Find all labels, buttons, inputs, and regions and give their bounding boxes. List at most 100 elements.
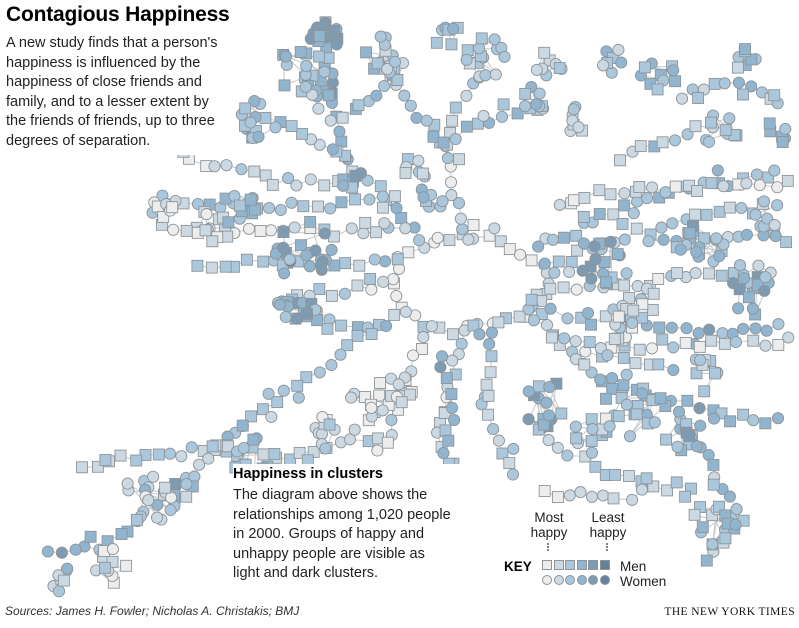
network-node-man bbox=[446, 328, 459, 341]
network-node-woman bbox=[672, 405, 686, 418]
network-node-man bbox=[325, 289, 338, 302]
key-men-label: Men bbox=[620, 559, 647, 574]
network-node-man bbox=[781, 174, 794, 187]
network-node-woman bbox=[760, 324, 773, 337]
network-node-woman bbox=[343, 433, 357, 446]
network-node-woman bbox=[325, 358, 338, 372]
network-node-man bbox=[497, 98, 510, 111]
network-node-man bbox=[646, 303, 659, 316]
network-node-woman bbox=[449, 132, 462, 146]
network-node-man bbox=[353, 259, 366, 272]
network-node-man bbox=[618, 279, 631, 292]
network-node-woman bbox=[425, 320, 438, 333]
network-node-man bbox=[616, 217, 629, 230]
network-node-woman bbox=[436, 195, 449, 208]
network-node-man bbox=[254, 225, 267, 237]
network-node-woman bbox=[413, 234, 426, 247]
network-node-woman bbox=[208, 160, 221, 173]
network-node-woman bbox=[586, 423, 599, 436]
network-node-man bbox=[617, 379, 630, 392]
network-node-woman bbox=[488, 33, 501, 46]
network-node-man bbox=[482, 408, 494, 421]
network-node-woman bbox=[348, 423, 361, 436]
network-node-man bbox=[519, 87, 532, 100]
network-node-woman bbox=[618, 187, 631, 200]
network-node-man bbox=[731, 61, 744, 74]
network-node-woman bbox=[274, 203, 287, 217]
network-node-man bbox=[503, 243, 516, 256]
network-node-man bbox=[747, 334, 760, 347]
network-node-man bbox=[249, 203, 261, 216]
network-node-woman bbox=[594, 373, 607, 386]
network-node-man bbox=[205, 261, 218, 274]
network-node-woman bbox=[248, 95, 261, 108]
network-node-man bbox=[492, 316, 505, 329]
network-node-woman bbox=[604, 235, 617, 248]
network-node-man bbox=[335, 196, 348, 209]
network-node-man bbox=[689, 208, 702, 221]
network-node-man bbox=[669, 75, 682, 88]
key-swatch-man bbox=[576, 560, 587, 570]
network-node-man bbox=[221, 230, 234, 243]
network-node-man bbox=[544, 282, 557, 295]
network-node-man bbox=[629, 357, 642, 370]
network-node-man bbox=[698, 385, 711, 398]
network-node-woman bbox=[147, 470, 160, 483]
network-node-woman bbox=[620, 267, 633, 280]
network-node-man bbox=[239, 102, 252, 115]
network-node-man bbox=[293, 446, 306, 459]
network-node-woman bbox=[264, 224, 277, 237]
network-node-man bbox=[311, 314, 324, 327]
network-node-man bbox=[233, 199, 246, 212]
network-node-woman bbox=[441, 152, 454, 165]
network-node-man bbox=[391, 253, 404, 266]
network-node-man bbox=[365, 328, 378, 341]
network-node-man bbox=[691, 185, 704, 197]
network-node-woman bbox=[703, 323, 716, 336]
network-node-man bbox=[654, 392, 667, 405]
network-node-woman bbox=[674, 243, 687, 256]
network-node-woman bbox=[417, 331, 430, 344]
network-node-woman bbox=[324, 114, 337, 127]
network-node-man bbox=[583, 336, 596, 349]
network-node-woman bbox=[620, 398, 633, 411]
network-node-woman bbox=[522, 385, 535, 398]
network-node-man bbox=[374, 377, 387, 389]
network-node-man bbox=[537, 418, 550, 431]
network-node-man bbox=[585, 435, 598, 448]
network-node-man bbox=[612, 410, 625, 423]
network-node-woman bbox=[615, 56, 628, 69]
network-node-man bbox=[636, 311, 649, 324]
network-node-woman bbox=[325, 243, 338, 256]
network-node-man bbox=[115, 528, 128, 540]
intro-line: degrees of separation. bbox=[6, 132, 151, 149]
network-node-man bbox=[257, 448, 270, 461]
network-node-man bbox=[99, 454, 112, 466]
key-swatch-man bbox=[542, 560, 552, 570]
network-node-woman bbox=[448, 413, 461, 427]
network-node-man bbox=[376, 201, 389, 214]
network-node-woman bbox=[164, 503, 177, 517]
network-node-man bbox=[328, 259, 341, 272]
network-node-man bbox=[600, 392, 612, 405]
network-node-woman bbox=[399, 222, 412, 235]
network-node-man bbox=[737, 408, 750, 421]
network-node-man bbox=[313, 283, 326, 296]
network-node-man bbox=[296, 127, 309, 140]
network-node-woman bbox=[530, 63, 543, 76]
key-men-swatches bbox=[542, 560, 611, 570]
network-node-woman bbox=[530, 98, 543, 111]
network-node-woman bbox=[444, 176, 458, 189]
network-node-woman bbox=[612, 43, 625, 56]
key-most-happy-label: Most happy bbox=[530, 510, 568, 540]
network-node-man bbox=[762, 171, 775, 184]
network-node-man bbox=[294, 46, 307, 58]
network-node-woman bbox=[668, 134, 682, 147]
intro-line: family, and to a lesser extent by bbox=[6, 93, 209, 110]
network-node-man bbox=[532, 380, 545, 393]
network-node-woman bbox=[569, 335, 582, 348]
network-node-man bbox=[503, 457, 516, 470]
network-node-woman bbox=[454, 212, 467, 225]
network-node-woman bbox=[376, 190, 389, 203]
network-node-man bbox=[169, 478, 182, 490]
